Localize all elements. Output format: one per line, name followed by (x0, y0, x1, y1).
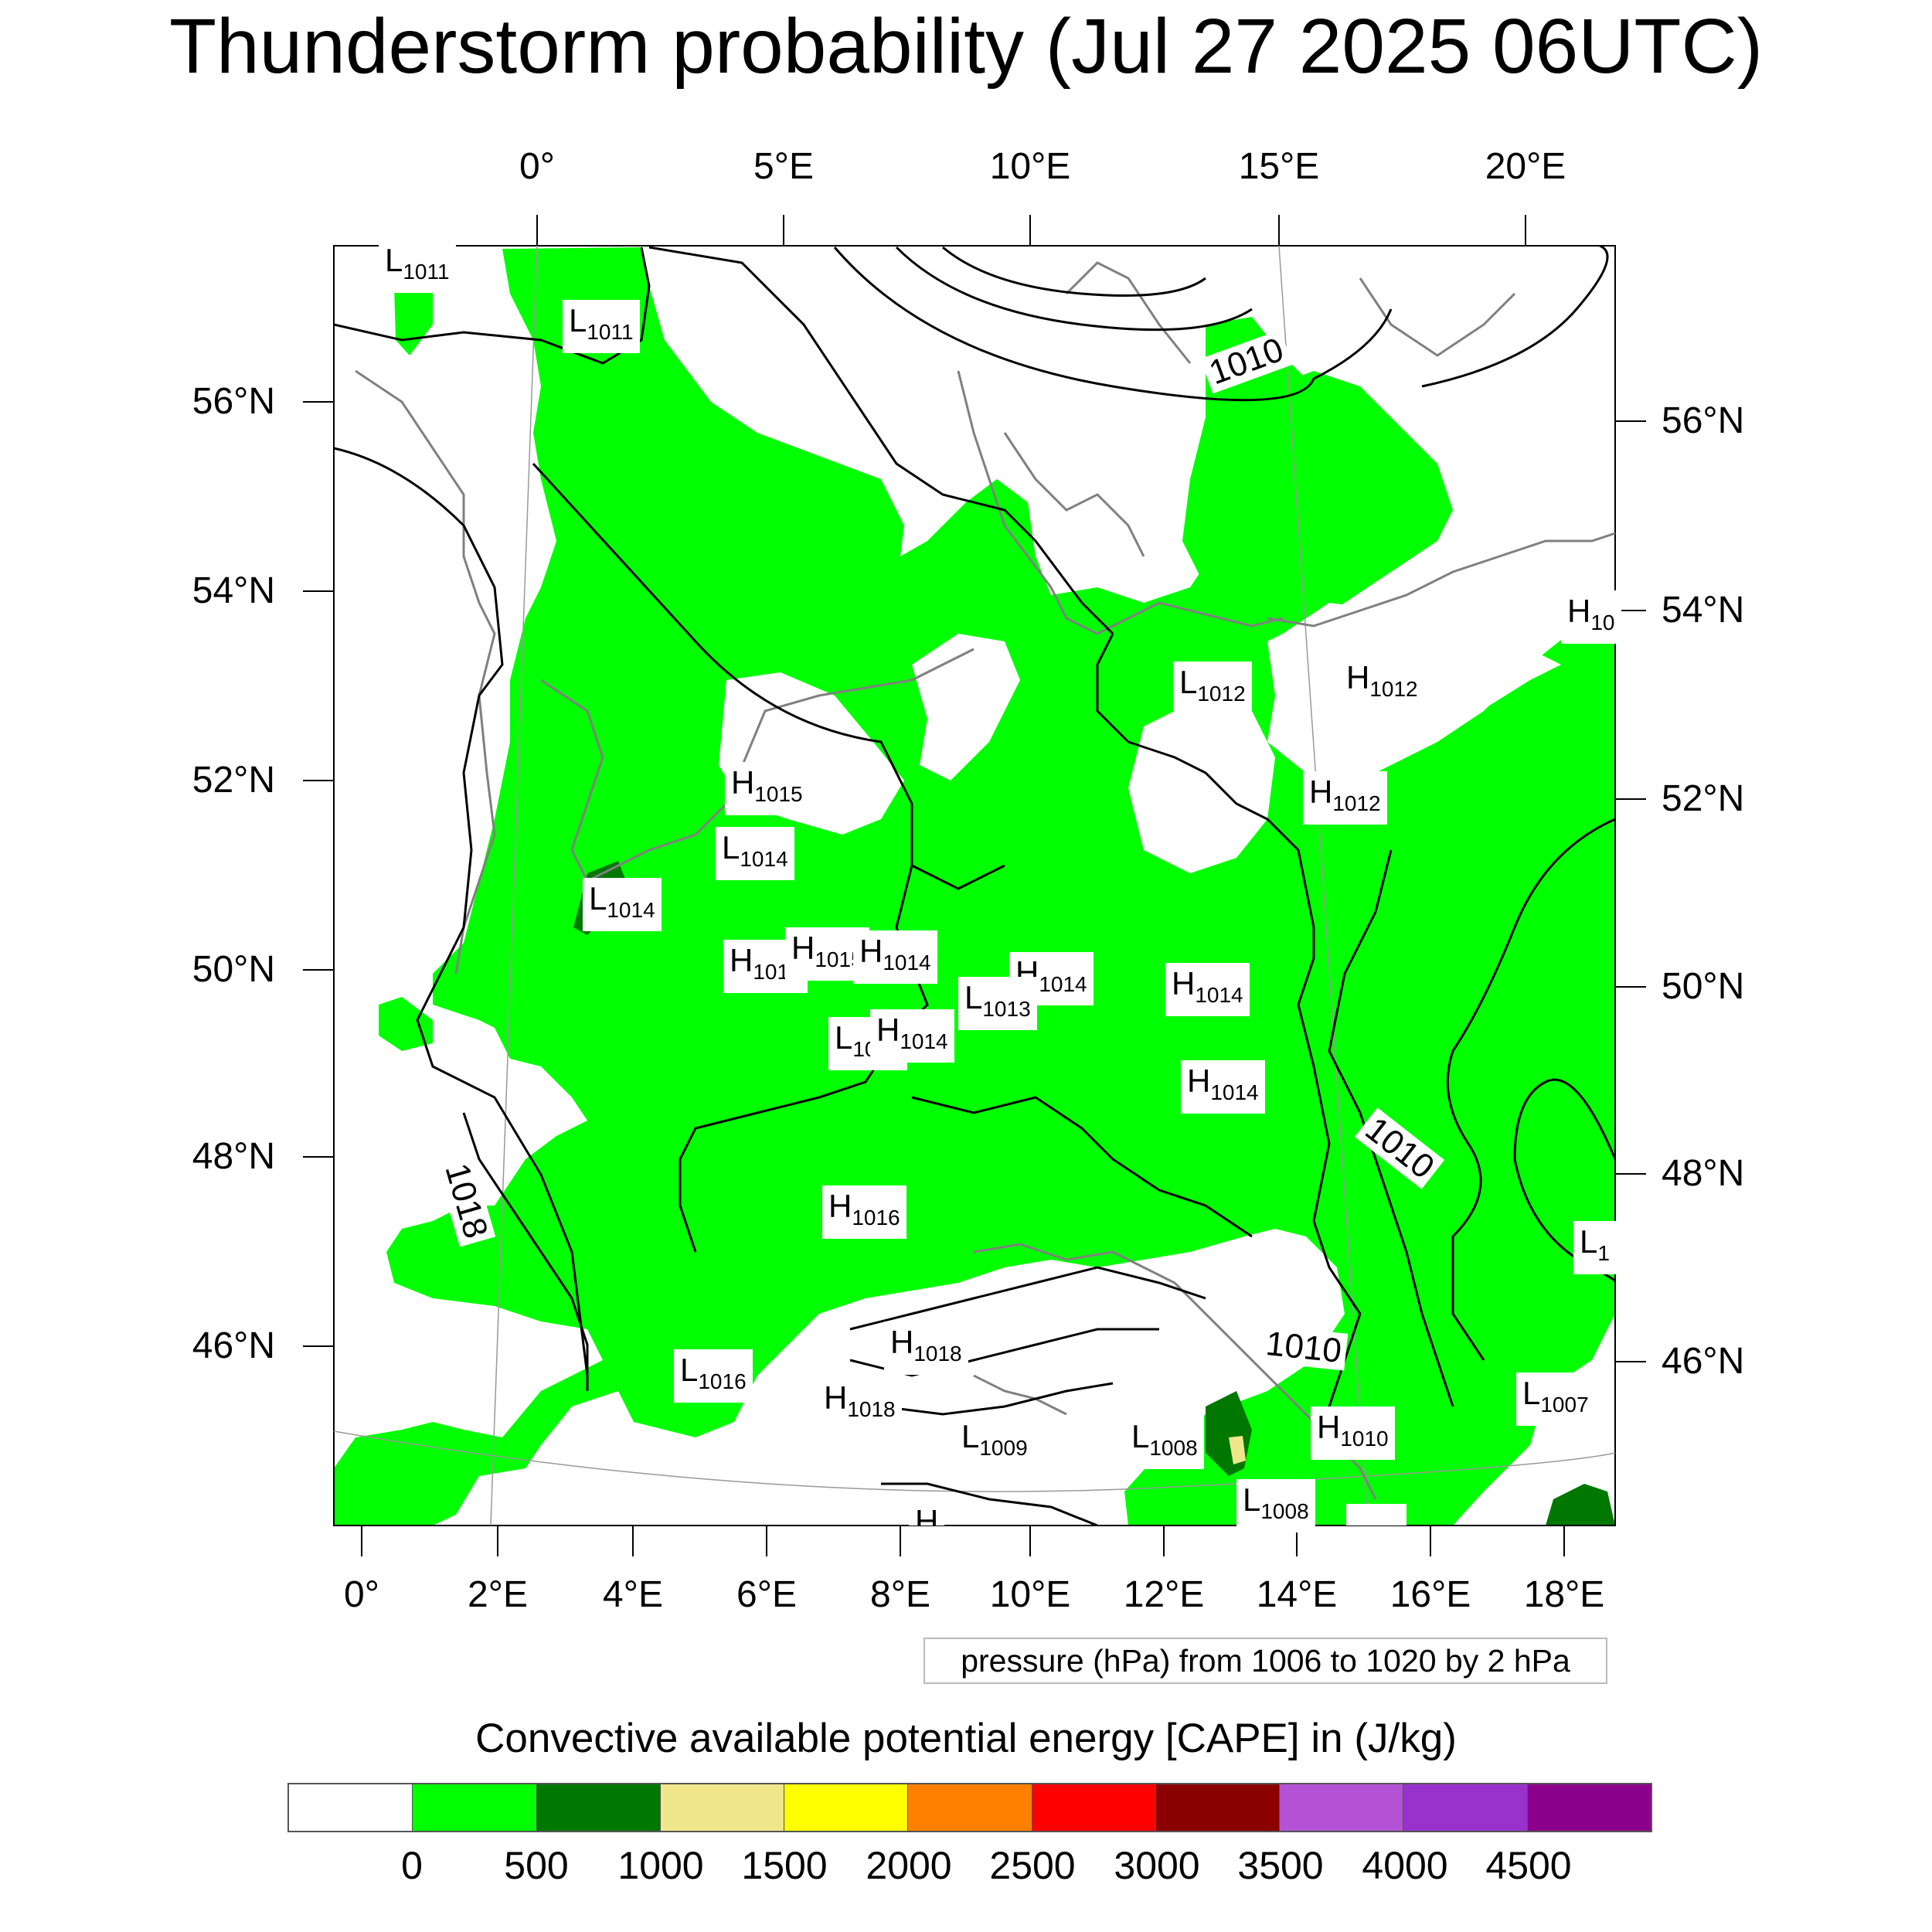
pressure-high-marker: H1018 (818, 1377, 902, 1430)
pressure-high-marker: H1014 (1181, 1060, 1265, 1114)
bottom-lon-label: 16°E (1389, 1574, 1471, 1615)
colorbar-tick-label: 1500 (741, 1844, 828, 1887)
top-lon-label: 10°E (989, 146, 1071, 187)
right-lat-label: 48°N (1662, 1153, 1745, 1194)
colorbar-tick-label: 0 (401, 1844, 423, 1887)
colorbar-segment (1280, 1784, 1404, 1831)
colorbar-segment (784, 1784, 909, 1831)
pressure-high-marker: H1014 (870, 1009, 954, 1063)
right-lat-label: 52°N (1662, 778, 1745, 819)
pressure-low-marker: L1012 (1173, 662, 1252, 715)
cape-region-main (334, 247, 1615, 1526)
colorbar-title: Convective available potential energy [C… (475, 1716, 1457, 1761)
pressure-low-marker: L1014 (583, 878, 662, 931)
colorbar-segment (289, 1784, 413, 1831)
colorbar-tick-label: 1000 (617, 1844, 704, 1887)
cape-region-baltic (1182, 317, 1453, 611)
left-lat-label: 56°N (192, 381, 275, 422)
colorbar-segment (1032, 1784, 1156, 1831)
cape-500-1000-se (1546, 1484, 1615, 1526)
left-lat-label: 48°N (192, 1136, 275, 1177)
left-lat-label: 50°N (192, 949, 275, 990)
pressure-low-marker: L1009 (955, 1416, 1034, 1469)
pressure-high-marker: H1012 (1340, 657, 1424, 710)
pressure-high-marker: H1016 (822, 1185, 906, 1239)
pressure-low-marker: L1011 (563, 300, 640, 353)
cape-field (334, 247, 1615, 1526)
pressure-high-marker: H1015 (725, 762, 809, 815)
bottom-lon-label: 4°E (603, 1574, 663, 1615)
pressure-low-marker: L1008 (1125, 1416, 1204, 1469)
bottom-lon-label: 18°E (1523, 1574, 1605, 1615)
cape-gap-nw (334, 448, 495, 773)
pressure-low-marker: L1008 (1236, 1479, 1315, 1532)
colorbar (287, 1783, 1652, 1832)
pressure-low-marker: L1016 (674, 1349, 753, 1403)
colorbar-tick-label: 2500 (989, 1844, 1076, 1887)
colorbar-segment (536, 1784, 661, 1831)
colorbar-segment (413, 1784, 537, 1831)
bottom-lon-label: 12°E (1123, 1574, 1205, 1615)
bottom-lon-label: 2°E (468, 1574, 528, 1615)
pressure-marker-partial: 1008 (1346, 1504, 1407, 1526)
pressure-low-marker: L1014 (716, 827, 794, 880)
colorbar-tick-label: 2000 (866, 1844, 952, 1887)
cape-1000-1500-italy (1229, 1436, 1246, 1464)
pressure-low-marker: L1011 (379, 240, 456, 293)
colorbar-tick-label: 500 (504, 1844, 569, 1887)
bottom-lon-label: 14°E (1256, 1574, 1338, 1615)
colorbar-segment (1527, 1784, 1651, 1831)
right-lat-label: 46°N (1662, 1341, 1745, 1382)
top-lon-label: 20°E (1485, 146, 1566, 187)
graticule (334, 246, 1615, 1526)
cape-region-west (379, 997, 433, 1051)
pressure-high-marker: H1014 (1165, 963, 1250, 1016)
top-lon-label: 15°E (1238, 146, 1320, 187)
pressure-info-box: pressure (hPa) from 1006 to 1020 by 2 hP… (923, 1638, 1607, 1684)
colorbar-segment (908, 1784, 1032, 1831)
colorbar-segment (1403, 1784, 1528, 1831)
pressure-low-marker: L1 (1573, 1221, 1616, 1274)
colorbar-tick-label: 3000 (1114, 1844, 1200, 1887)
bottom-lon-label: 0° (344, 1574, 379, 1615)
right-lat-label: 54°N (1662, 590, 1745, 631)
right-lat-label: 56°N (1662, 400, 1745, 441)
left-lat-label: 46°N (192, 1325, 275, 1366)
map-title: Thunderstorm probability (Jul 27 2025 06… (168, 3, 1764, 90)
bottom-lon-label: 8°E (870, 1574, 930, 1615)
colorbar-tick-label: 4500 (1485, 1844, 1572, 1887)
pressure-high-marker: H1012 (1303, 771, 1387, 825)
colorbar-tick-label: 3500 (1237, 1844, 1324, 1887)
right-lat-label: 50°N (1662, 966, 1745, 1007)
cape-gap-poland (1128, 696, 1275, 873)
top-lon-label: 5°E (753, 146, 814, 187)
pressure-high-marker: H1018 (884, 1321, 968, 1375)
pressure-low-marker: L1013 (958, 977, 1037, 1030)
pressure-high-marker: H1010 (1311, 1406, 1395, 1460)
colorbar-segment (1155, 1784, 1281, 1831)
pressure-high-marker: H (909, 1501, 945, 1526)
bottom-lon-label: 6°E (736, 1574, 797, 1615)
plot-frame (333, 245, 1616, 1526)
top-lon-label: 0° (519, 146, 555, 187)
pressure-high-marker: H10 (1561, 590, 1621, 644)
bottom-lon-label: 10°E (989, 1574, 1071, 1615)
colorbar-segment (660, 1784, 785, 1831)
left-lat-label: 54°N (192, 570, 275, 611)
pressure-low-marker: L1007 (1516, 1372, 1595, 1426)
left-lat-label: 52°N (192, 760, 275, 801)
cape-gap-germany (912, 634, 1020, 781)
pressure-high-marker: H1014 (853, 930, 937, 984)
cape-region-north (394, 283, 433, 355)
colorbar-tick-label: 4000 (1362, 1844, 1448, 1887)
